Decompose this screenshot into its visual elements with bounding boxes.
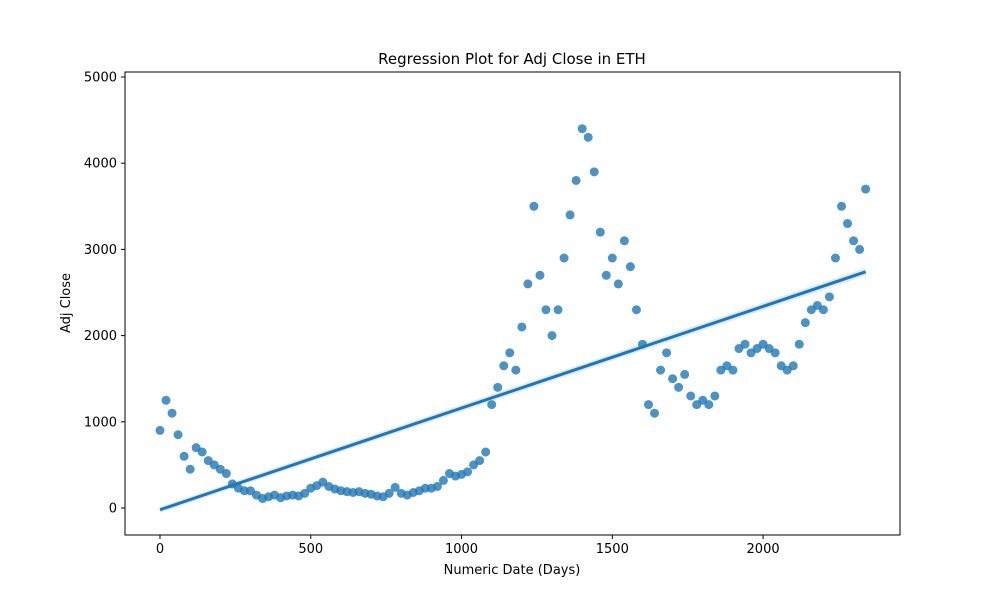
data-point bbox=[517, 322, 527, 332]
data-point bbox=[855, 244, 865, 254]
data-point bbox=[849, 236, 859, 246]
x-tick-label: 500 bbox=[298, 542, 323, 557]
data-point bbox=[613, 279, 623, 289]
data-point bbox=[499, 361, 509, 371]
data-point bbox=[390, 482, 400, 492]
regression-line bbox=[159, 270, 867, 512]
data-point bbox=[179, 451, 189, 461]
data-point bbox=[710, 391, 720, 401]
data-point bbox=[607, 253, 617, 263]
x-tick-label: 2000 bbox=[747, 542, 780, 557]
data-point bbox=[704, 400, 714, 410]
data-point bbox=[161, 395, 171, 405]
data-point bbox=[173, 430, 183, 440]
x-tick-label: 1000 bbox=[445, 542, 478, 557]
data-point bbox=[481, 447, 491, 457]
chart-title: Regression Plot for Adj Close in ETH bbox=[378, 50, 646, 68]
data-point bbox=[625, 262, 635, 272]
data-point bbox=[384, 488, 394, 498]
data-point bbox=[541, 305, 551, 315]
y-axis-label: Adj Close bbox=[59, 273, 74, 333]
data-point bbox=[535, 270, 545, 280]
data-point bbox=[505, 348, 515, 358]
data-point bbox=[650, 408, 660, 418]
data-point bbox=[571, 175, 581, 185]
data-point bbox=[221, 469, 231, 479]
data-point bbox=[523, 279, 533, 289]
data-point bbox=[565, 210, 575, 220]
data-point bbox=[463, 467, 473, 477]
axes-frame bbox=[124, 71, 901, 536]
data-point bbox=[680, 369, 690, 379]
data-point bbox=[800, 318, 810, 328]
data-point bbox=[577, 124, 587, 134]
data-point bbox=[601, 270, 611, 280]
x-tick-label: 1500 bbox=[596, 542, 629, 557]
data-point bbox=[794, 339, 804, 349]
y-tick-label: 0 bbox=[109, 502, 117, 517]
data-point bbox=[167, 408, 177, 418]
data-point bbox=[644, 400, 654, 410]
data-point bbox=[493, 382, 503, 392]
data-point bbox=[438, 475, 448, 485]
data-point bbox=[686, 391, 696, 401]
data-point bbox=[836, 201, 846, 211]
data-point bbox=[843, 219, 853, 229]
data-point bbox=[475, 456, 485, 466]
y-tick-label: 2000 bbox=[84, 329, 117, 344]
data-point bbox=[595, 227, 605, 237]
data-point bbox=[631, 305, 641, 315]
data-point bbox=[589, 167, 599, 177]
data-point bbox=[674, 382, 684, 392]
data-point bbox=[668, 374, 678, 384]
data-point bbox=[197, 447, 207, 457]
data-point bbox=[740, 339, 750, 349]
data-point bbox=[788, 361, 798, 371]
data-point bbox=[662, 348, 672, 358]
data-point bbox=[511, 365, 521, 375]
data-point bbox=[770, 348, 780, 358]
data-point bbox=[547, 331, 557, 341]
data-point bbox=[861, 184, 871, 194]
data-point bbox=[487, 400, 497, 410]
data-point bbox=[300, 488, 310, 498]
data-point bbox=[155, 425, 165, 435]
data-point bbox=[553, 305, 563, 315]
data-point bbox=[824, 292, 834, 302]
data-point bbox=[529, 201, 539, 211]
x-axis-label: Numeric Date (Days) bbox=[444, 563, 581, 578]
data-point bbox=[818, 305, 828, 315]
data-point bbox=[559, 253, 569, 263]
data-point bbox=[432, 481, 442, 491]
data-point bbox=[830, 253, 840, 263]
data-point bbox=[656, 365, 666, 375]
x-tick-label: 0 bbox=[156, 542, 164, 557]
y-tick-label: 3000 bbox=[84, 243, 117, 258]
data-point bbox=[728, 365, 738, 375]
data-point bbox=[185, 464, 195, 474]
y-tick-label: 1000 bbox=[84, 415, 117, 430]
y-tick-label: 5000 bbox=[84, 70, 117, 85]
y-tick-label: 4000 bbox=[84, 157, 117, 172]
data-point bbox=[583, 132, 593, 142]
data-point bbox=[619, 236, 629, 246]
